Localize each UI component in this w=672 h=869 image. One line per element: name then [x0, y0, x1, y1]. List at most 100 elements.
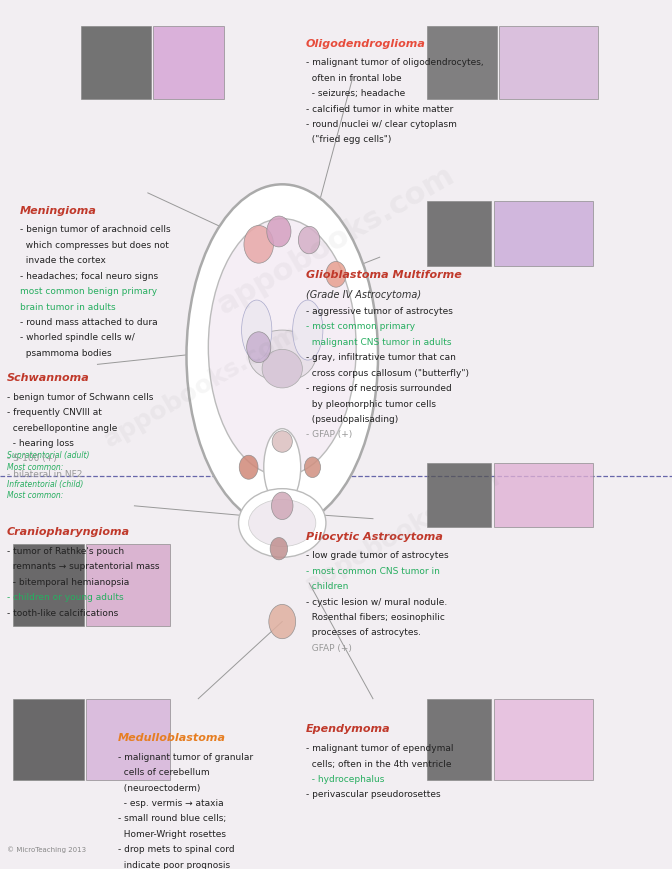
Ellipse shape [239, 488, 326, 557]
Text: invade the cortex: invade the cortex [20, 256, 106, 265]
Text: - seizures; headache: - seizures; headache [306, 90, 405, 98]
FancyBboxPatch shape [427, 202, 491, 266]
FancyBboxPatch shape [494, 202, 593, 266]
Ellipse shape [208, 219, 356, 476]
Text: - small round blue cells;: - small round blue cells; [118, 814, 226, 824]
Ellipse shape [242, 300, 271, 360]
Ellipse shape [249, 500, 316, 547]
Text: Homer-Wright rosettes: Homer-Wright rosettes [118, 830, 226, 839]
Circle shape [244, 225, 274, 263]
FancyBboxPatch shape [153, 26, 224, 98]
FancyBboxPatch shape [86, 699, 170, 780]
Text: - malignant tumor of granular: - malignant tumor of granular [118, 753, 253, 762]
FancyBboxPatch shape [81, 26, 151, 98]
Text: which compresses but does not: which compresses but does not [20, 241, 169, 250]
Text: Supratentorial (adult)
Most common:: Supratentorial (adult) Most common: [7, 451, 89, 472]
Text: cells of cerebellum: cells of cerebellum [118, 768, 209, 777]
Ellipse shape [263, 428, 301, 506]
Text: - cystic lesion w/ mural nodule.: - cystic lesion w/ mural nodule. [306, 598, 447, 607]
Text: - esp. vermis → ataxia: - esp. vermis → ataxia [118, 799, 223, 808]
Ellipse shape [272, 431, 292, 452]
Text: (pseudopalisading): (pseudopalisading) [306, 415, 398, 424]
FancyBboxPatch shape [427, 699, 491, 780]
Text: - most common CNS tumor in: - most common CNS tumor in [306, 567, 439, 575]
Text: - frequently CNVIII at: - frequently CNVIII at [7, 408, 101, 417]
Text: processes of astrocytes.: processes of astrocytes. [306, 628, 421, 638]
Text: - most common primary: - most common primary [306, 322, 415, 331]
Text: - malignant tumor of oligodendrocytes,: - malignant tumor of oligodendrocytes, [306, 58, 483, 67]
FancyBboxPatch shape [427, 463, 491, 527]
Circle shape [271, 492, 293, 520]
Text: appobooks.com: appobooks.com [99, 320, 304, 452]
Text: Infratentorial (child)
Most common:: Infratentorial (child) Most common: [7, 480, 83, 501]
FancyBboxPatch shape [427, 26, 497, 98]
Ellipse shape [262, 349, 302, 388]
Text: - perivascular pseudorosettes: - perivascular pseudorosettes [306, 791, 440, 799]
Text: - whorled spindle cells w/: - whorled spindle cells w/ [20, 334, 135, 342]
Text: appobooks.com: appobooks.com [212, 160, 460, 320]
Text: - bilateral in NF2: - bilateral in NF2 [7, 470, 82, 479]
Text: Meningioma: Meningioma [20, 206, 97, 216]
FancyBboxPatch shape [494, 699, 593, 780]
Text: Schwannoma: Schwannoma [7, 373, 89, 383]
Text: - malignant tumor of ependymal: - malignant tumor of ependymal [306, 744, 453, 753]
Ellipse shape [187, 184, 378, 527]
Text: © MicroTeaching 2013: © MicroTeaching 2013 [7, 846, 86, 853]
Text: - S-100 (+): - S-100 (+) [7, 454, 56, 463]
Text: - tumor of Rathke's pouch: - tumor of Rathke's pouch [7, 547, 124, 556]
Text: psammoma bodies: psammoma bodies [20, 349, 112, 358]
Text: Craniopharyngioma: Craniopharyngioma [7, 527, 130, 537]
Circle shape [267, 216, 291, 247]
Text: GFAP (+): GFAP (+) [306, 644, 351, 653]
Text: brain tumor in adults: brain tumor in adults [20, 302, 116, 312]
Text: - round mass attached to dura: - round mass attached to dura [20, 318, 158, 327]
Circle shape [247, 332, 271, 362]
Text: - aggressive tumor of astrocytes: - aggressive tumor of astrocytes [306, 307, 453, 316]
Text: - bitemporal hemianopsia: - bitemporal hemianopsia [7, 578, 129, 587]
Ellipse shape [292, 300, 323, 360]
FancyBboxPatch shape [499, 26, 598, 98]
Circle shape [304, 457, 321, 478]
Text: cross corpus callosum ("butterfly"): cross corpus callosum ("butterfly") [306, 368, 469, 378]
Circle shape [239, 455, 258, 479]
Text: - GFAP (+): - GFAP (+) [306, 430, 352, 440]
FancyBboxPatch shape [13, 544, 84, 626]
Text: - benign tumor of Schwann cells: - benign tumor of Schwann cells [7, 393, 153, 401]
Text: - children or young adults: - children or young adults [7, 594, 124, 602]
Circle shape [298, 226, 320, 254]
Text: Medulloblastoma: Medulloblastoma [118, 733, 226, 743]
Text: - round nuclei w/ clear cytoplasm: - round nuclei w/ clear cytoplasm [306, 120, 457, 129]
Text: - benign tumor of arachnoid cells: - benign tumor of arachnoid cells [20, 225, 171, 235]
Circle shape [269, 605, 296, 639]
Text: - tooth-like calcifications: - tooth-like calcifications [7, 608, 118, 618]
Text: indicate poor prognosis: indicate poor prognosis [118, 861, 230, 869]
Text: remnants → supratentorial mass: remnants → supratentorial mass [7, 562, 159, 572]
Text: appobooks.com: appobooks.com [301, 466, 505, 597]
Text: - headaches; focal neuro signs: - headaches; focal neuro signs [20, 272, 159, 281]
Text: by pleomorphic tumor cells: by pleomorphic tumor cells [306, 400, 435, 408]
Text: often in frontal lobe: often in frontal lobe [306, 74, 401, 83]
Text: - regions of necrosis surrounded: - regions of necrosis surrounded [306, 384, 452, 393]
Text: children: children [306, 582, 348, 591]
Text: - hydrocephalus: - hydrocephalus [306, 775, 384, 784]
Text: Ependymoma: Ependymoma [306, 725, 390, 734]
Ellipse shape [249, 330, 316, 381]
Text: (neuroectoderm): (neuroectoderm) [118, 784, 200, 793]
Text: Oligodendroglioma: Oligodendroglioma [306, 38, 425, 49]
FancyBboxPatch shape [494, 463, 593, 527]
Circle shape [270, 538, 288, 560]
Text: - gray, infiltrative tumor that can: - gray, infiltrative tumor that can [306, 353, 456, 362]
Text: - low grade tumor of astrocytes: - low grade tumor of astrocytes [306, 551, 448, 561]
Text: - drop mets to spinal cord: - drop mets to spinal cord [118, 846, 235, 854]
Text: cerebellopontine angle: cerebellopontine angle [7, 423, 117, 433]
Text: Glioblastoma Multiforme: Glioblastoma Multiforme [306, 270, 462, 280]
Text: malignant CNS tumor in adults: malignant CNS tumor in adults [306, 338, 452, 347]
Text: most common benign primary: most common benign primary [20, 287, 157, 296]
Text: Rosenthal fibers; eosinophilic: Rosenthal fibers; eosinophilic [306, 613, 445, 622]
Text: ("fried egg cells"): ("fried egg cells") [306, 136, 391, 144]
Text: Pilocytic Astrocytoma: Pilocytic Astrocytoma [306, 532, 443, 541]
Circle shape [326, 262, 346, 287]
FancyBboxPatch shape [86, 544, 170, 626]
FancyBboxPatch shape [13, 699, 84, 780]
Text: - hearing loss: - hearing loss [7, 439, 74, 448]
